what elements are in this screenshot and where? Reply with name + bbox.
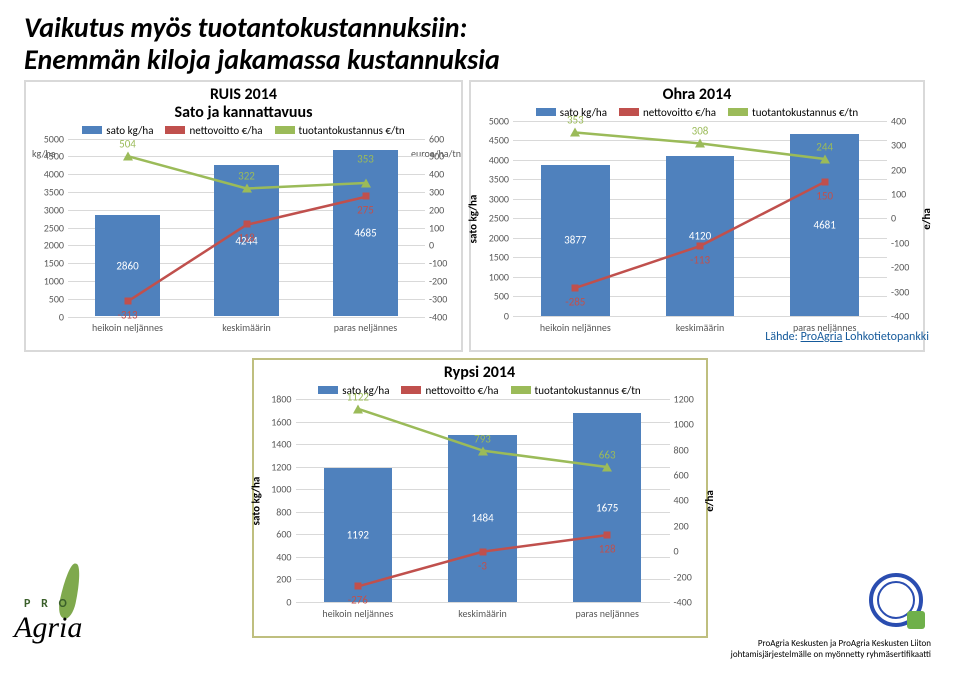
chart-ruis: RUIS 2014Sato ja kannattavuussato kg/han… [24,80,463,352]
page: Vaikutus myös tuotantokustannuksiin: Ene… [0,0,959,681]
source-label: Lähde: ProAgria Lohkotietopankki [765,330,929,344]
chart-ohra: Ohra 2014sato kg/hanettovoitto €/hatuota… [469,80,925,352]
heading-line2: Enemmän kiloja jakamassa kustannuksia [24,42,500,77]
logo-agria: Agria [14,611,82,645]
heading-line1: Vaikutus myös tuotantokustannuksiin: [24,10,467,45]
plot-area: 0500100015002000250030003500400045005000… [68,139,425,317]
chart-title: Rypsi 2014 [254,360,706,382]
chart-title: RUIS 2014Sato ja kannattavuus [26,82,461,121]
cert-badge [869,573,923,627]
legend: sato kg/hanettovoitto €/hatuotantokustan… [254,382,706,399]
legend: sato kg/hanettovoitto €/hatuotantokustan… [471,104,923,121]
plot-area: 0500100015002000250030003500400045005000… [513,121,887,316]
chart-rypsi: Rypsi 2014sato kg/hanettovoitto €/hatuot… [252,358,708,638]
page-title: Vaikutus myös tuotantokustannuksiin: Ene… [24,12,935,76]
logo-pro: P R O [24,597,71,611]
chart-title: Ohra 2014 [471,82,923,104]
legend: sato kg/hanettovoitto €/hatuotantokustan… [26,122,461,139]
top-row: RUIS 2014Sato ja kannattavuussato kg/han… [24,80,935,352]
footer-text: ProAgria Keskusten ja ProAgria Keskusten… [731,639,931,661]
plot-area: 020040060080010001200140016001800-400-20… [296,399,670,602]
source-link[interactable]: ProAgria [801,330,843,344]
